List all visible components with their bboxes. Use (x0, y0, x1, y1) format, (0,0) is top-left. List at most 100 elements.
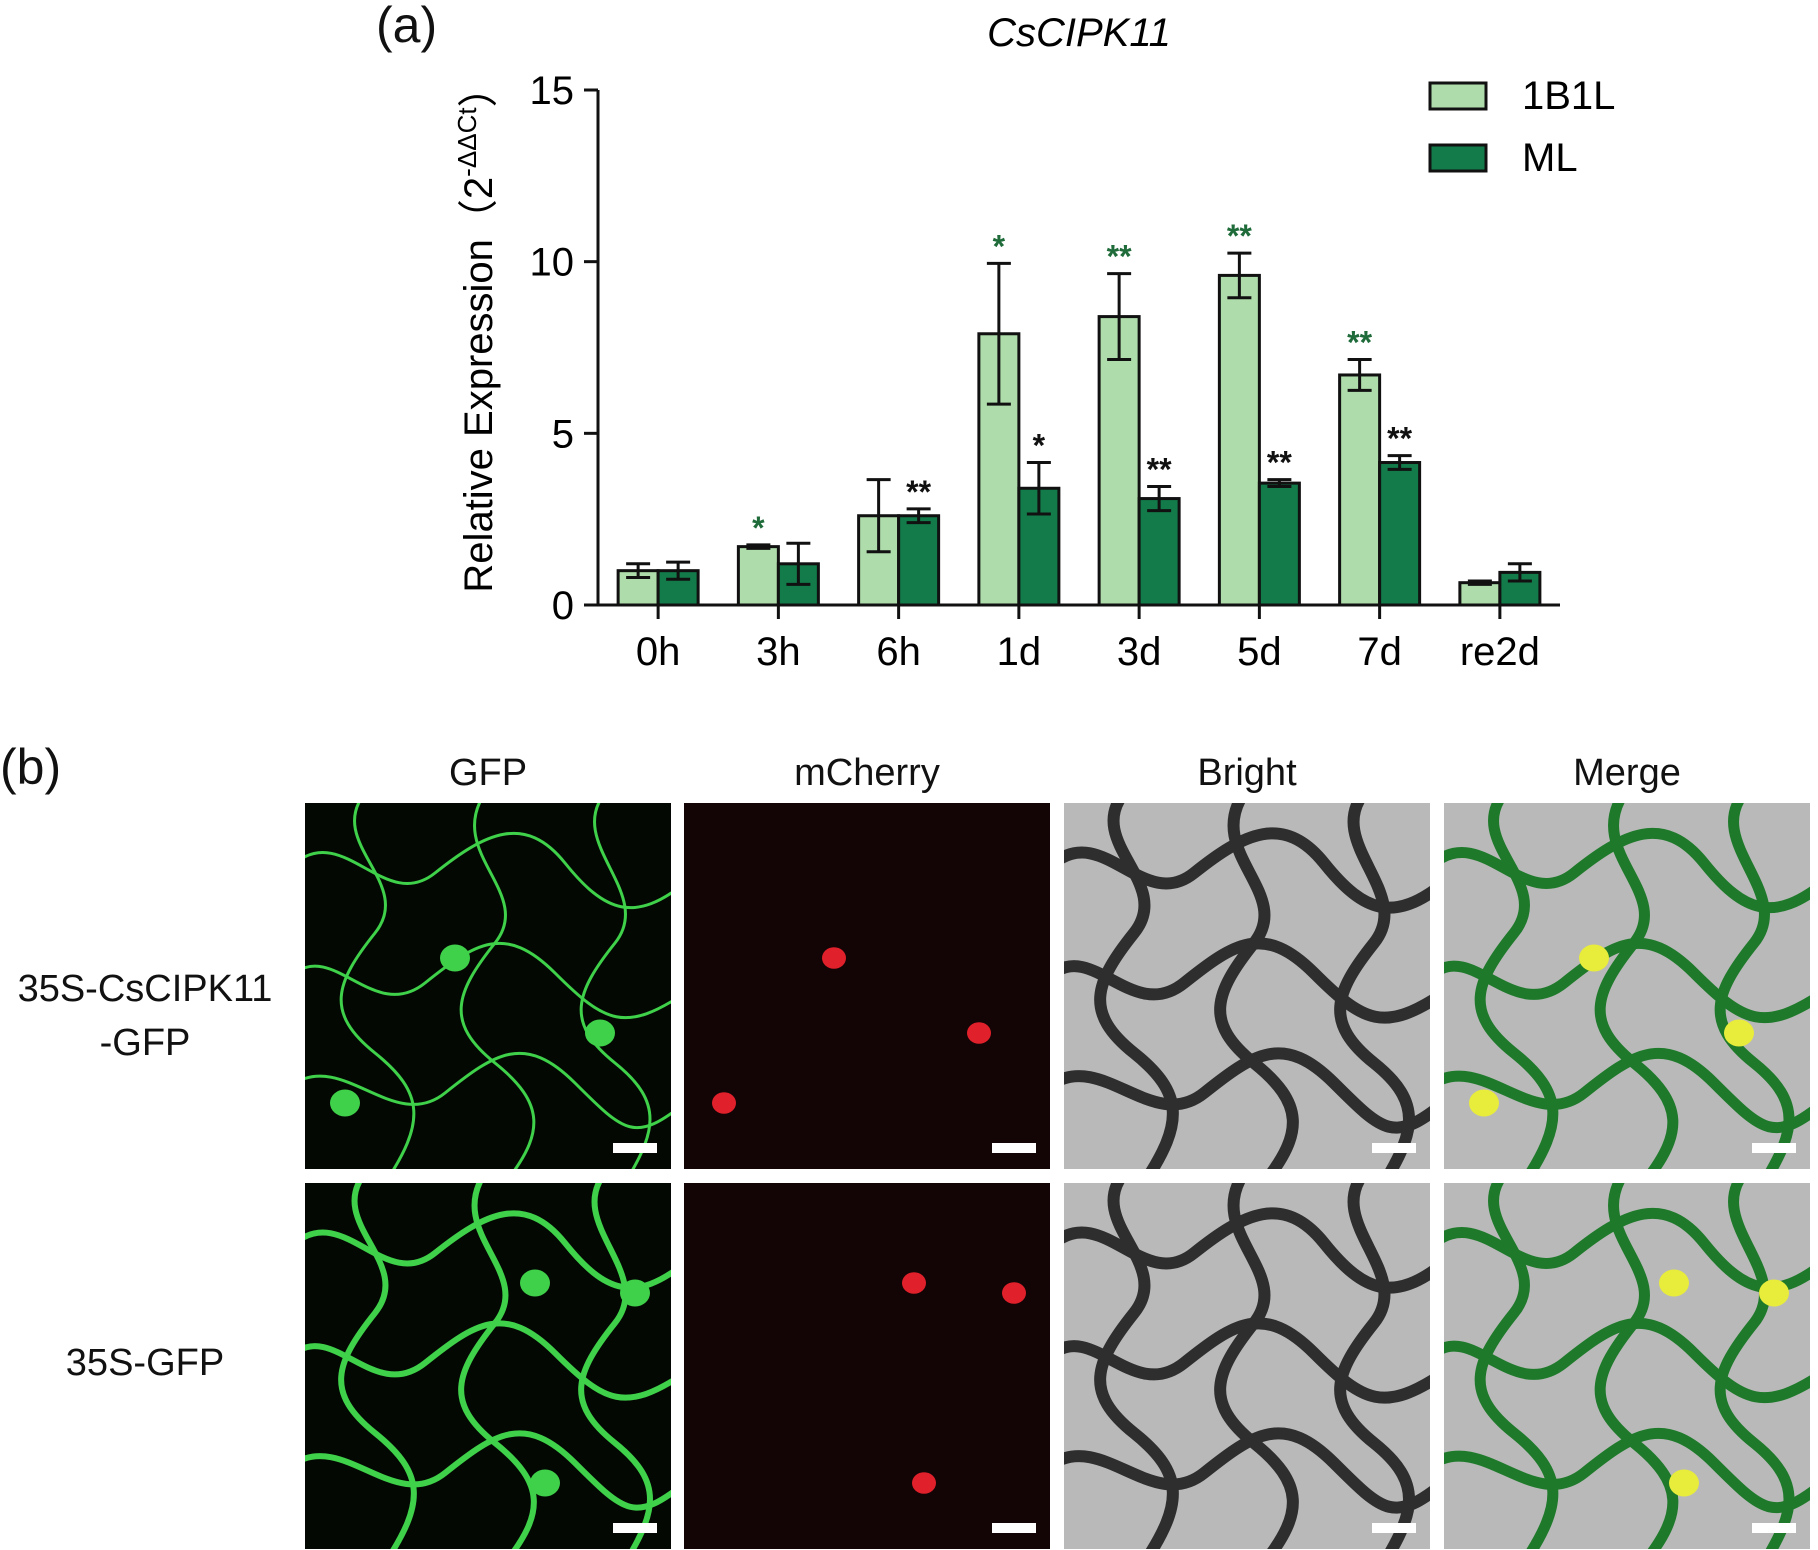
bar-1b1l-5d (1217, 273, 1261, 607)
cell-wall (338, 1183, 417, 1549)
column-header-mcherry: mCherry (794, 752, 940, 794)
cell-wall (305, 831, 671, 910)
cell-wall (1474, 1183, 1559, 1549)
nucleus (1002, 1282, 1026, 1304)
micrograph-merge-row2 (1444, 1183, 1810, 1549)
row-label-line-1: 35S-GFP (65, 1342, 225, 1384)
x-tick-label: 3d (1117, 630, 1162, 674)
micrograph-background (684, 1183, 1050, 1549)
cell-wall (1444, 1207, 1810, 1294)
scale-bar (1752, 1523, 1796, 1533)
bar-ml-5d (1257, 481, 1301, 607)
cell-wall (1444, 1427, 1810, 1514)
cell-wall (1094, 1183, 1179, 1549)
column-header-merge: Merge (1573, 752, 1681, 794)
nucleus (967, 1022, 991, 1044)
micrograph-gfp-row1 (305, 803, 671, 1169)
y-tick-label: 15 (530, 69, 575, 113)
cell-wall (1594, 1183, 1679, 1549)
significance-mark: * (993, 228, 1006, 264)
y-tick-label: 10 (530, 241, 575, 285)
x-tick-label: 0h (636, 630, 681, 674)
micrograph-gfp-row2 (305, 1183, 671, 1549)
micrograph-merge-row1 (1444, 803, 1810, 1169)
legend-label-ml: ML (1522, 136, 1578, 180)
legend-swatch-ml (1428, 143, 1488, 173)
micrograph-mcherry-row1 (684, 803, 1050, 1169)
cell-wall (579, 803, 652, 1169)
scale-bar (1372, 1143, 1416, 1153)
nucleus (1579, 944, 1609, 972)
cell-wall (339, 803, 416, 1169)
nucleus (1724, 1019, 1754, 1047)
significance-mark: ** (1227, 218, 1252, 254)
cell-wall (305, 1320, 671, 1401)
legend-label-1b1l: 1B1L (1522, 74, 1615, 118)
nucleus (902, 1272, 926, 1294)
y-tick-label: 0 (552, 584, 574, 628)
row-label-line-1: 35S-CsCIPK11 (17, 968, 273, 1010)
cell-wall (1444, 937, 1810, 1024)
nucleus (912, 1472, 936, 1494)
cell-wall (578, 1183, 653, 1549)
scale-bar (1752, 1143, 1796, 1153)
cell-wall (1064, 1427, 1430, 1514)
micrograph-bright-row2 (1064, 1183, 1430, 1549)
bar-chart: CsCIPK11 Relative Expression（2-ΔΔCt） 0 5 10 1… (452, 11, 1615, 674)
cell-wall (1594, 803, 1679, 1169)
nucleus (530, 1469, 560, 1497)
cell-wall (1064, 1207, 1430, 1294)
column-header-gfp: GFP (448, 752, 528, 794)
cell-wall (1474, 803, 1559, 1169)
cell-wall (1064, 937, 1430, 1024)
y-tick-label: 5 (552, 412, 574, 456)
cell-wall (1214, 803, 1299, 1169)
cell-wall (1214, 1183, 1299, 1549)
scale-bar (1372, 1523, 1416, 1533)
x-tick-label: 1d (997, 630, 1042, 674)
x-tick-label: 3h (756, 630, 801, 674)
cell-wall (1444, 1047, 1810, 1134)
significance-mark: ** (1347, 325, 1372, 361)
legend-swatch-1b1l (1428, 81, 1488, 111)
panel-b-label: (b) (0, 739, 62, 795)
cell-wall (1064, 1317, 1430, 1404)
panel-a-label: (a) (376, 0, 438, 53)
cell-wall (459, 803, 536, 1169)
cell-wall (1094, 803, 1179, 1169)
cell-wall (305, 1430, 671, 1511)
bar-ml-7d (1378, 461, 1422, 607)
cell-wall (1064, 827, 1430, 914)
cell-wall (1064, 1047, 1430, 1134)
scale-bar (613, 1523, 657, 1533)
cell-wall (1444, 1317, 1810, 1404)
cell-wall (1714, 803, 1795, 1169)
cell-wall (1714, 1183, 1795, 1549)
chart-title: CsCIPK11 (987, 11, 1171, 55)
cell-wall (305, 1051, 671, 1130)
cell-wall (1444, 827, 1810, 914)
bar-1b1l-7d (1338, 373, 1382, 607)
significance-mark: * (1033, 428, 1046, 464)
bar-ml-3d (1137, 497, 1181, 607)
nucleus (1659, 1269, 1689, 1297)
nucleus (1759, 1279, 1789, 1307)
scale-bar (992, 1143, 1036, 1153)
significance-mark: ** (1147, 452, 1172, 488)
x-tick-label: 7d (1357, 630, 1402, 674)
cell-wall (458, 1183, 537, 1549)
cell-wall (1334, 1183, 1415, 1549)
cell-wall (1334, 803, 1415, 1169)
cell-wall (305, 941, 671, 1020)
significance-mark: * (752, 510, 765, 546)
row-label-cscipk11: 35S-CsCIPK11 -GFP (0, 962, 290, 1070)
row-label-line-2: -GFP (99, 1022, 191, 1064)
column-header-bright: Bright (1197, 752, 1297, 794)
cell-wall (305, 1210, 671, 1291)
significance-mark: ** (1267, 445, 1292, 481)
x-tick-label: 6h (876, 630, 921, 674)
bar-1b1l-3h (736, 545, 780, 607)
scale-bar (992, 1523, 1036, 1533)
micrograph-background (684, 803, 1050, 1169)
row-label-35s-gfp: 35S-GFP (0, 1336, 290, 1390)
